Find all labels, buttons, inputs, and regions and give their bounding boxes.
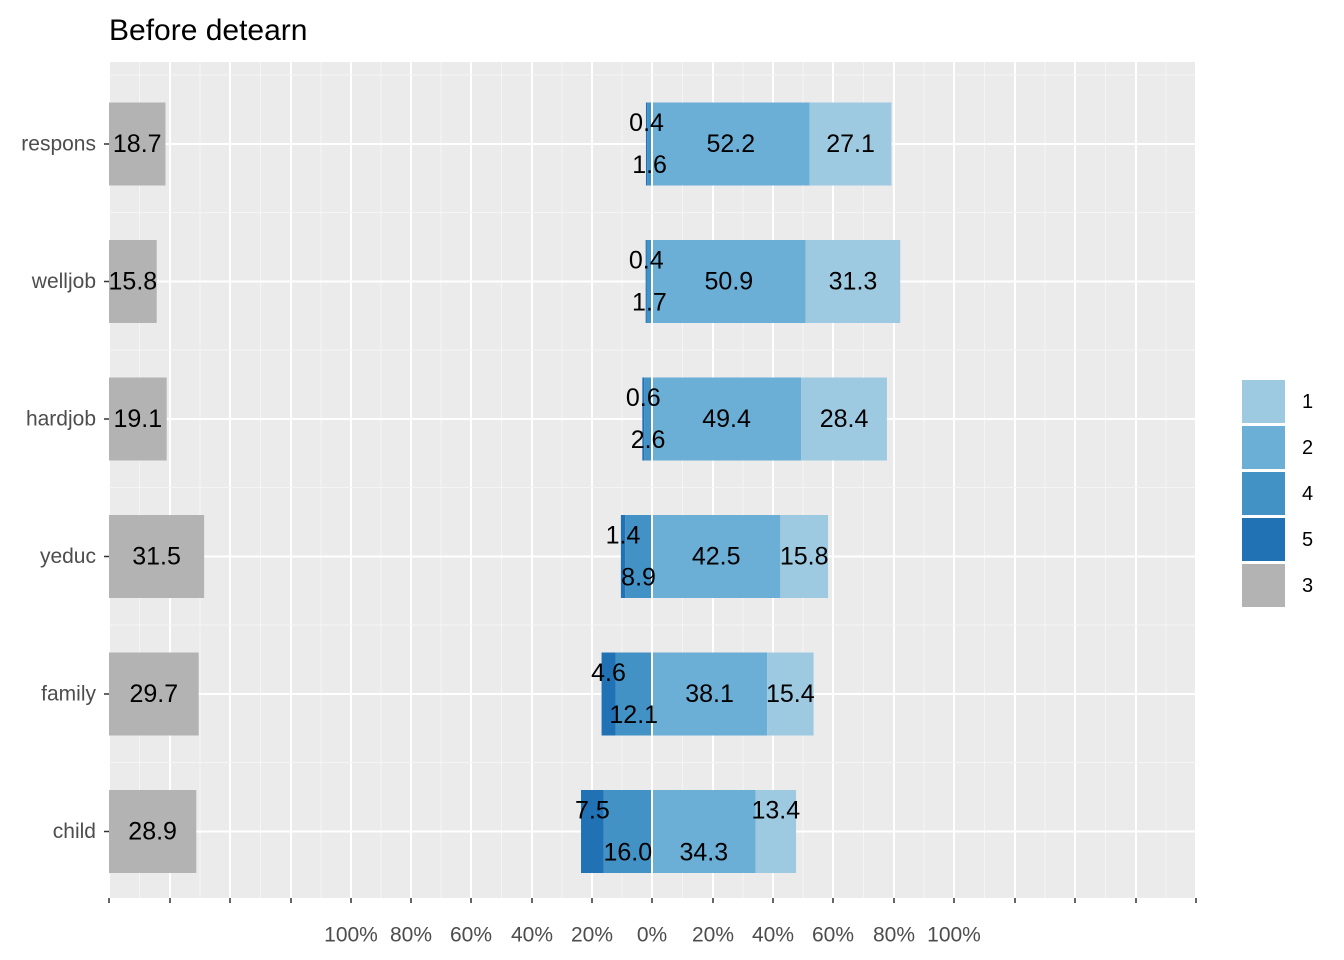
data-label-1: 15.8: [780, 543, 829, 571]
data-label-5: 0.4: [629, 247, 664, 275]
bar-segment-4: [603, 790, 652, 873]
bar-segment-4: [644, 377, 652, 461]
bar-segment-1: [801, 377, 887, 461]
bar-segment-4: [615, 652, 652, 736]
legend-label-3: 3: [1302, 575, 1313, 597]
data-label-3: 15.8: [109, 268, 158, 296]
data-label-1: 28.4: [820, 405, 869, 433]
bar-segment-3: [109, 515, 205, 598]
bar-segment-4: [646, 240, 652, 323]
bar-segment-3: [109, 652, 199, 736]
x-tick-label: 80%: [390, 924, 432, 947]
x-tick-label: 100%: [927, 924, 981, 947]
y-tick-label: yeduc: [40, 545, 96, 568]
legend: 1 2 4 5 3: [1242, 380, 1313, 607]
data-label-3: 28.9: [128, 818, 177, 846]
data-label-4: 16.0: [604, 839, 653, 867]
data-label-1: 15.4: [766, 680, 815, 708]
data-label-2: 52.2: [706, 130, 755, 158]
legend-key-1: [1242, 380, 1285, 423]
bar-segment-5: [645, 102, 648, 186]
grid-lines: [108, 62, 1197, 898]
x-tick-label: 40%: [511, 924, 553, 947]
bar-segment-4: [625, 515, 652, 598]
bar-segment-4: [647, 102, 652, 186]
bar-segment-1: [780, 515, 829, 598]
y-tick-label: child: [53, 820, 96, 843]
y-tick-label: hardjob: [26, 408, 96, 431]
data-label-3: 18.7: [113, 130, 162, 158]
data-label-4: 12.1: [609, 701, 658, 729]
data-label-5: 1.4: [606, 522, 641, 550]
x-tick-label: 60%: [450, 924, 492, 947]
chart-title: Before detearn: [109, 14, 307, 47]
data-label-1: 27.1: [826, 130, 875, 158]
y-tick-label: welljob: [31, 270, 96, 293]
x-tick-label: 0%: [637, 924, 667, 947]
bar-segment-1: [805, 240, 901, 323]
legend-label-2: 2: [1302, 437, 1313, 459]
data-label-4: 1.6: [632, 151, 667, 179]
bar-segment-1: [755, 790, 797, 873]
data-label-2: 50.9: [705, 268, 754, 296]
bar-segment-5: [601, 652, 616, 736]
x-tick-label: 60%: [812, 924, 854, 947]
bar-segment-5: [642, 377, 645, 461]
data-label-2: 49.4: [702, 405, 751, 433]
bar-segment-1: [767, 652, 814, 736]
data-label-1: 13.4: [751, 797, 800, 825]
legend-key-3: [1242, 564, 1285, 607]
bar-segment-3: [109, 377, 167, 461]
y-tick-label: family: [41, 683, 96, 706]
legend-label-5: 5: [1302, 529, 1313, 551]
bars-layer: [109, 102, 901, 873]
bar-segment-5: [620, 515, 626, 598]
data-label-5: 0.4: [629, 109, 664, 137]
bar-segment-3: [109, 790, 197, 873]
legend-key-2: [1242, 426, 1285, 469]
x-tick-label: 40%: [752, 924, 794, 947]
data-label-5: 4.6: [591, 659, 626, 687]
data-label-2: 34.3: [679, 839, 728, 867]
data-label-5: 7.5: [575, 797, 610, 825]
bar-segment-5: [645, 240, 647, 323]
x-tick-label: 20%: [692, 924, 734, 947]
bar-segment-3: [109, 102, 166, 186]
x-tick-label: 100%: [324, 924, 378, 947]
x-tick-label: 20%: [571, 924, 613, 947]
bar-segment-2: [652, 240, 806, 323]
bar-segment-2: [652, 377, 802, 461]
data-label-4: 8.9: [621, 564, 656, 592]
legend-key-4: [1242, 472, 1285, 515]
bar-segment-2: [652, 790, 756, 873]
data-labels-layer: 52.2 27.1 1.6 0.4 18.7 50.9 31.3 1.7 0.4 15.8 49.4…: [109, 109, 878, 867]
data-label-5: 0.6: [626, 384, 661, 412]
legend-key-5: [1242, 518, 1285, 561]
y-axis: respons welljob hardjob yeduc family child: [21, 133, 109, 843]
data-label-3: 29.7: [130, 680, 179, 708]
data-label-2: 42.5: [692, 543, 741, 571]
data-label-2: 38.1: [685, 680, 734, 708]
y-tick-label: respons: [21, 133, 96, 156]
x-axis: 100% 80% 60% 40% 20% 0% 20% 40% 60% 80% 100%: [108, 898, 1197, 947]
bar-segment-3: [109, 240, 157, 323]
bar-segment-5: [581, 790, 604, 873]
data-label-1: 31.3: [829, 268, 878, 296]
bar-segment-2: [652, 515, 781, 598]
bar-segment-1: [809, 102, 892, 186]
data-label-3: 19.1: [114, 405, 163, 433]
data-label-3: 31.5: [132, 543, 181, 571]
legend-label-4: 4: [1302, 483, 1313, 505]
data-label-4: 1.7: [632, 289, 667, 317]
bar-segment-2: [652, 102, 810, 186]
x-tick-label: 80%: [873, 924, 915, 947]
bar-segment-2: [652, 652, 768, 736]
legend-label-1: 1: [1302, 391, 1313, 413]
data-label-4: 2.6: [631, 426, 666, 454]
